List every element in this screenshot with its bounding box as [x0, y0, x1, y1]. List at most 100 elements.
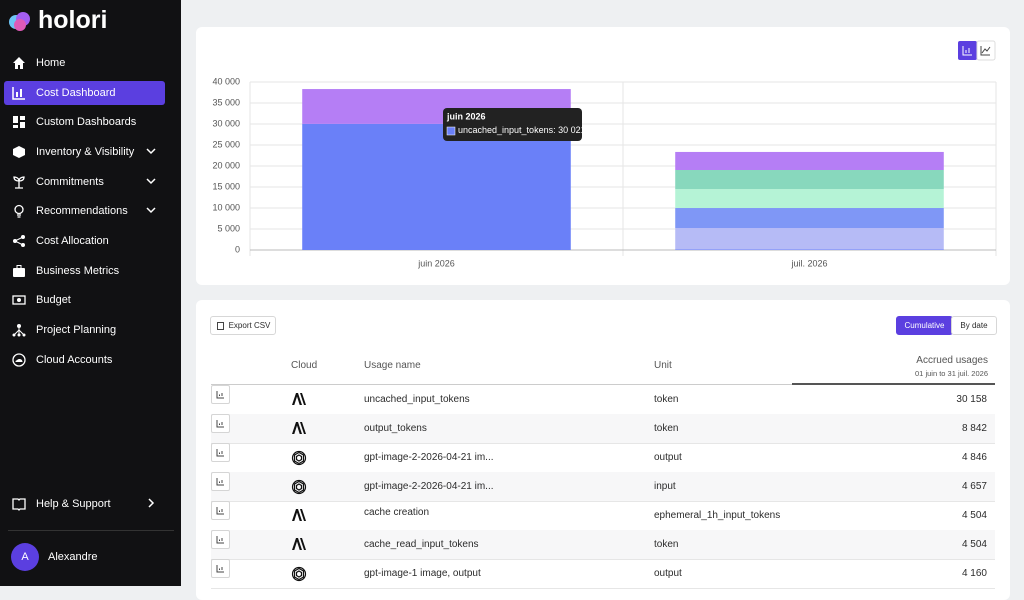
nav-label: Custom Dashboards	[36, 116, 137, 128]
bar-segment	[302, 123, 571, 250]
cloud-icon	[291, 566, 307, 585]
cloud-icon	[291, 479, 307, 498]
nav-label: Project Planning	[36, 324, 117, 336]
row-chart-button[interactable]	[211, 559, 230, 578]
unit: token	[654, 539, 679, 550]
separator	[8, 530, 174, 531]
bar-toggle-icon	[962, 46, 972, 56]
tooltip: juin 2026 uncached_input_tokens: 30 021	[443, 108, 586, 141]
table-row: output_tokens token 8 842	[211, 414, 995, 444]
usage-name: gpt-image-1 image, output	[364, 568, 481, 579]
export-button[interactable]: Export CSV	[210, 316, 276, 335]
tooltip-box	[443, 108, 582, 141]
table-row: uncached_input_tokens token 30 158	[211, 385, 995, 415]
nav-item[interactable]: Cost Allocation	[4, 229, 165, 253]
unit: output	[654, 452, 682, 463]
nav-item[interactable]: Recommendations	[4, 199, 165, 223]
table-row: gpt-image-2-2026-04-21 im... input 4 657	[211, 472, 995, 502]
bar-segment	[675, 208, 944, 229]
chart: 0 5 000 10 000 15 000 20 000 25 000 30 000 35 0…	[212, 40, 997, 268]
nav-item[interactable]: Inventory & Visibility	[4, 140, 165, 164]
column-header: Accrued usages	[916, 355, 988, 366]
row-chart-button[interactable]	[211, 414, 230, 433]
tooltip-series: uncached_input_tokens	[458, 125, 554, 135]
usage-name: gpt-image-2-2026-04-21 im...	[364, 481, 494, 492]
bar-segment	[675, 249, 944, 250]
nav-label: Business Metrics	[36, 265, 120, 277]
header-rule	[211, 384, 792, 385]
tooltip-text: uncached_input_tokens: 30 021	[458, 125, 586, 135]
sort-rule	[792, 383, 995, 385]
row-chart-button[interactable]	[211, 385, 230, 404]
nav-item[interactable]: Cost Dashboard	[4, 81, 165, 105]
logo: holori	[38, 6, 108, 34]
y-tick-label: 30 000	[212, 118, 240, 128]
help-link[interactable]: Help & Support	[4, 492, 165, 516]
accrued-usage: 4 504	[961, 539, 987, 550]
bar-toggle[interactable]	[958, 41, 977, 60]
accrued-usage: 30 158	[956, 394, 987, 405]
logo-icon	[9, 12, 30, 31]
row-chart-button[interactable]	[211, 501, 230, 520]
usage-name: uncached_input_tokens	[364, 394, 470, 405]
accrued-usage: 8 842	[961, 423, 987, 434]
cloud-icon	[291, 508, 307, 525]
nav-item[interactable]: Budget	[4, 288, 165, 312]
tooltip-value: 30 021	[558, 125, 586, 135]
bar-segment	[675, 189, 944, 209]
row-chart-button[interactable]	[211, 530, 230, 549]
avatar[interactable]: A	[11, 543, 39, 571]
nav-label: Help & Support	[36, 498, 111, 510]
nav-label: Commitments	[36, 176, 104, 188]
y-tick-label: 15 000	[212, 181, 240, 191]
table-row: cache creation ephemeral_1h_input_tokens 4…	[211, 501, 995, 531]
accrued-usage: 4 504	[961, 510, 987, 521]
table-row: gpt-image-2-2026-04-21 im... output 4 846	[211, 443, 995, 473]
x-tick-label: juin 2026	[417, 258, 455, 268]
table-card: Export CSV Cumulative By date Cloud Usag…	[196, 300, 1010, 600]
nav-label: Inventory & Visibility	[36, 146, 135, 158]
unit: ephemeral_1h_input_tokens	[654, 510, 781, 521]
y-tick-label: 0	[235, 244, 240, 254]
column-header: Cloud	[291, 360, 318, 371]
usage-name: output_tokens	[364, 423, 427, 434]
cloud-icon	[291, 450, 307, 469]
y-tick-label: 25 000	[212, 139, 240, 149]
nav-item[interactable]: Business Metrics	[4, 259, 165, 283]
nav-label: Home	[36, 57, 66, 69]
y-tick-label: 5 000	[217, 223, 240, 233]
row-chart-button[interactable]	[211, 443, 230, 462]
y-tick-label: 20 000	[212, 160, 240, 170]
button-label: Export CSV	[228, 321, 271, 330]
nav-label: Cost Dashboard	[36, 87, 116, 99]
nav-item[interactable]: Home	[4, 51, 165, 75]
nav-item[interactable]: Cloud Accounts	[4, 348, 165, 372]
tooltip-title: juin 2026	[446, 111, 486, 121]
cloud-icon	[291, 537, 307, 554]
cumulative-button[interactable]: Cumulative	[896, 316, 953, 335]
nav-item[interactable]: Commitments	[4, 170, 165, 194]
nav-label: Cost Allocation	[36, 235, 109, 247]
y-tick-label: 35 000	[212, 97, 240, 107]
bar-segment	[675, 228, 944, 250]
nav-label: Budget	[36, 294, 71, 306]
accrued-usage: 4 846	[961, 452, 987, 463]
accrued-usage: 4 657	[961, 481, 987, 492]
column-header: Usage name	[364, 360, 421, 371]
cloud-icon	[291, 392, 307, 409]
row-chart-button[interactable]	[211, 472, 230, 491]
usage-name: cache creation	[364, 507, 430, 518]
cloud-icon	[291, 421, 307, 438]
tooltip-swatch	[446, 126, 456, 136]
nav-item[interactable]: Custom Dashboards	[4, 110, 165, 134]
nav-label: Recommendations	[36, 205, 128, 217]
unit: token	[654, 423, 679, 434]
nav-label: Cloud Accounts	[36, 354, 113, 366]
nav-item[interactable]: Project Planning	[4, 318, 165, 342]
unit: token	[654, 394, 679, 405]
by-date-button[interactable]: By date	[951, 316, 997, 335]
unit: input	[654, 481, 676, 492]
y-tick-label: 40 000	[212, 76, 240, 86]
